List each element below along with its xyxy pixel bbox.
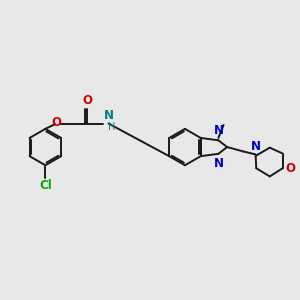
Text: Cl: Cl xyxy=(39,179,52,192)
Text: O: O xyxy=(82,94,92,107)
Text: H: H xyxy=(108,122,115,132)
Text: N: N xyxy=(214,124,224,137)
Text: N: N xyxy=(104,110,114,122)
Text: O: O xyxy=(52,116,62,130)
Text: O: O xyxy=(286,162,296,175)
Text: N: N xyxy=(251,140,261,153)
Text: N: N xyxy=(214,157,224,170)
